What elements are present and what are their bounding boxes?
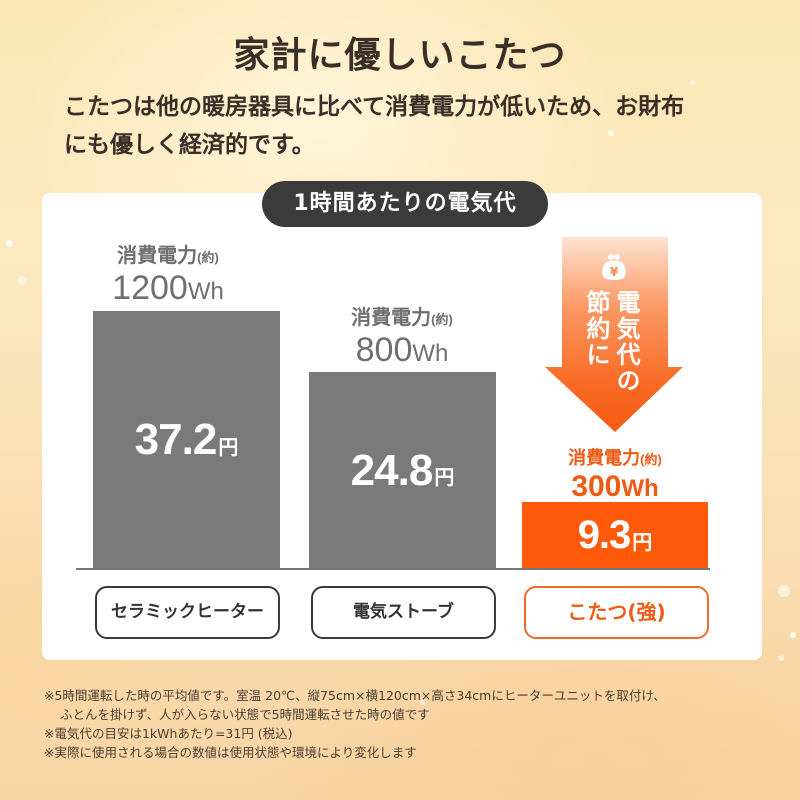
footnotes: ※5時間運転した時の平均値です。室温 20℃、縦75cm×横120cm×高さ34… — [44, 686, 784, 762]
sparkle — [790, 632, 796, 638]
yen-unit: 円 — [434, 467, 455, 489]
bar-label-ceramic-heater: 消費電力(約) 1200Wh — [93, 244, 243, 310]
cost-value: 37.2 — [134, 415, 218, 464]
sparkle — [18, 276, 27, 285]
footnote-3: ※実際に使用される場合の数値は使用状態や環境により変化します — [44, 745, 417, 760]
subtitle-line-1: こたつは他の暖房器具に比べて消費電力が低いため、お財布 — [64, 94, 685, 120]
arrow-text-col2: 節約に — [582, 290, 610, 368]
category-electric-stove: 電気ストーブ — [311, 586, 496, 639]
power-label: 消費電力(約) — [117, 245, 219, 267]
category-kotatsu: こたつ(強) — [524, 586, 709, 639]
bar-label-electric-stove: 消費電力(約) 800Wh — [322, 306, 482, 372]
sparkle — [6, 240, 13, 247]
chart-title-pill: 1時間あたりの電気代 — [262, 181, 548, 227]
page-title: 家計に優しいこたつ — [233, 35, 567, 76]
cost-value: 24.8 — [350, 445, 434, 495]
yen-unit: 円 — [218, 436, 239, 459]
sparkle — [440, 60, 445, 65]
bar-label-kotatsu: 消費電力(約) 300Wh — [540, 446, 690, 504]
sparkle — [420, 700, 425, 705]
footnote-1-continued: ふとんを掛けず、人が入らない状態で5時間運転させた時の値です — [60, 707, 430, 722]
category-ceramic-heater: セラミックヒーター — [95, 586, 280, 639]
footnote-1: ※5時間運転した時の平均値です。室温 20℃、縦75cm×横120cm×高さ34… — [44, 688, 666, 703]
subtitle-line-2: にも優しく経済的です。 — [64, 132, 315, 158]
power-label: 消費電力(約) — [568, 448, 662, 468]
sparkle — [778, 585, 790, 597]
bar-kotatsu: 9.3 円 — [522, 502, 708, 569]
sparkle — [690, 80, 695, 85]
yen-unit: 円 — [632, 532, 653, 554]
arrow-text-col1: 電気代の — [612, 290, 640, 394]
chart-baseline — [76, 568, 710, 570]
power-value: 300Wh — [571, 470, 659, 503]
bar-electric-stove: 24.8 円 — [309, 372, 496, 569]
power-value: 1200Wh — [112, 269, 224, 307]
power-value: 800Wh — [355, 331, 449, 369]
savings-arrow — [545, 237, 683, 432]
svg-text:¥: ¥ — [610, 265, 619, 279]
power-label: 消費電力(約) — [351, 307, 453, 329]
footnote-2: ※電気代の目安は1kWhあたり=31円 (税込) — [44, 726, 293, 741]
cost-value: 9.3 — [577, 513, 632, 557]
sparkle — [778, 655, 784, 661]
page-subtitle: こたつは他の暖房器具に比べて消費電力が低いため、お財布 にも優しく経済的です。 — [64, 88, 764, 164]
sparkle — [608, 130, 614, 136]
coin-purse-yen-icon: ¥ — [602, 254, 626, 280]
bar-ceramic-heater: 37.2 円 — [93, 311, 280, 569]
